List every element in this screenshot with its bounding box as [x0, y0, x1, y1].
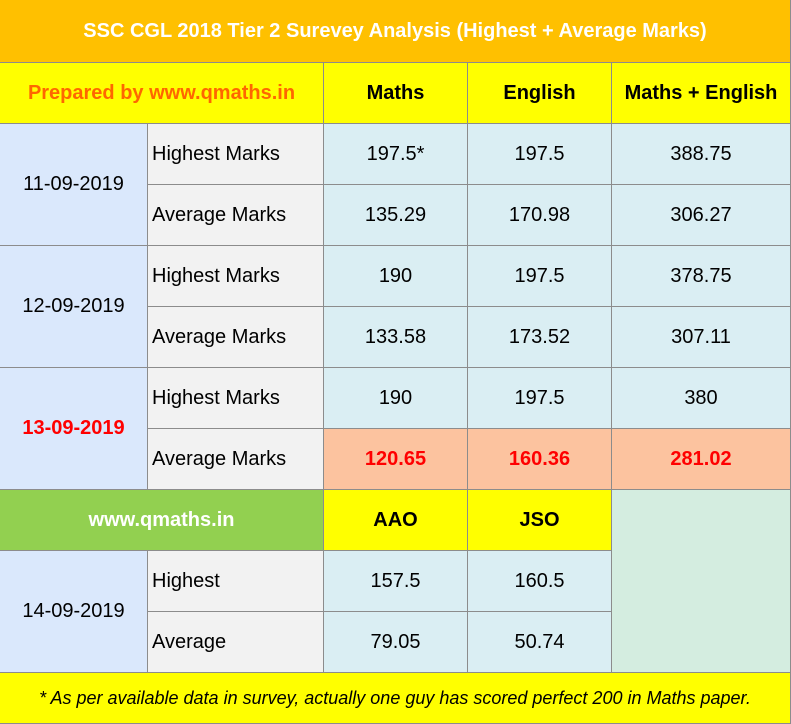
date-cell: 12-09-2019: [0, 246, 148, 368]
table-title: SSC CGL 2018 Tier 2 Surevey Analysis (Hi…: [0, 0, 791, 63]
maths-value: 135.29: [324, 185, 468, 246]
row-label-highest: Highest Marks: [148, 368, 324, 429]
total-value: 306.27: [612, 185, 791, 246]
column-header-english: English: [468, 63, 612, 124]
total-value: 307.11: [612, 307, 791, 368]
total-value: 380: [612, 368, 791, 429]
row-label-average: Average Marks: [148, 185, 324, 246]
column-header-aao: AAO: [324, 490, 468, 551]
english-value-highlighted: 160.36: [468, 429, 612, 490]
column-header-jso: JSO: [468, 490, 612, 551]
row-label-highest: Highest Marks: [148, 246, 324, 307]
row-label-average: Average Marks: [148, 307, 324, 368]
jso-value: 160.5: [468, 551, 612, 612]
total-value: 378.75: [612, 246, 791, 307]
row-label-average: Average: [148, 612, 324, 673]
english-value: 173.52: [468, 307, 612, 368]
english-value: 170.98: [468, 185, 612, 246]
maths-value: 190: [324, 368, 468, 429]
english-value: 197.5: [468, 246, 612, 307]
date-cell: 14-09-2019: [0, 551, 148, 673]
date-cell-highlighted: 13-09-2019: [0, 368, 148, 490]
row-label-highest: Highest Marks: [148, 124, 324, 185]
maths-value: 190: [324, 246, 468, 307]
row-label-average: Average Marks: [148, 429, 324, 490]
total-value-highlighted: 281.02: [612, 429, 791, 490]
date-cell: 11-09-2019: [0, 124, 148, 246]
english-value: 197.5: [468, 368, 612, 429]
row-label-highest: Highest: [148, 551, 324, 612]
prepared-by-label: Prepared by www.qmaths.in: [0, 63, 324, 124]
aao-value: 79.05: [324, 612, 468, 673]
maths-value-highlighted: 120.65: [324, 429, 468, 490]
footnote: * As per available data in survey, actua…: [0, 673, 791, 724]
aao-value: 157.5: [324, 551, 468, 612]
site-label: www.qmaths.in: [0, 490, 324, 551]
empty-cell: [612, 490, 791, 673]
maths-value: 197.5*: [324, 124, 468, 185]
column-header-maths-english: Maths + English: [612, 63, 791, 124]
total-value: 388.75: [612, 124, 791, 185]
jso-value: 50.74: [468, 612, 612, 673]
column-header-maths: Maths: [324, 63, 468, 124]
maths-value: 133.58: [324, 307, 468, 368]
english-value: 197.5: [468, 124, 612, 185]
